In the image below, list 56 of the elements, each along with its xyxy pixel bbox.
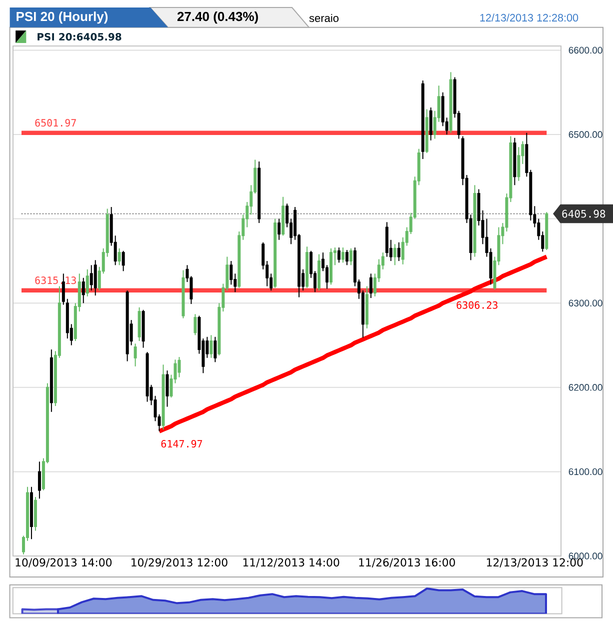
candlestick	[365, 286, 368, 329]
candlestick	[122, 250, 125, 272]
legend-label: PSI 20:6405.98	[38, 33, 122, 41]
x-tick-label: 10/29/2013 12:00	[132, 558, 228, 568]
chart-subtitle: 27.40 (0.43%)	[177, 12, 258, 24]
candlestick	[429, 107, 432, 141]
x-tick-label: 11/26/2013 16:00	[359, 558, 455, 568]
candlestick	[134, 343, 137, 367]
x-tick-label: 12/13/2013 12:00	[486, 558, 583, 568]
candlestick	[182, 270, 185, 319]
candlestick	[30, 486, 33, 540]
candlestick	[369, 273, 372, 299]
annotation: 6147.97	[161, 440, 202, 448]
candlestick	[397, 242, 400, 262]
candlestick	[210, 334, 213, 358]
candlestick	[166, 370, 169, 408]
candlestick	[214, 336, 217, 363]
y-tick-label: 6500.00	[568, 131, 602, 138]
candlestick	[349, 248, 352, 266]
candlestick	[318, 254, 321, 291]
candlestick	[94, 260, 97, 296]
candlestick	[345, 250, 348, 266]
candlestick	[162, 364, 165, 430]
x-tick-label: 11/12/2013 14:00	[243, 558, 340, 568]
candlestick	[341, 246, 344, 264]
candlestick	[282, 196, 285, 236]
candlestick	[194, 314, 197, 336]
y-tick-label: 6300.00	[568, 300, 602, 306]
text: seraio	[309, 14, 339, 22]
candlestick	[393, 244, 396, 266]
chart-title: PSI 20 (Hourly)	[16, 12, 108, 24]
annotation: 6306.23	[456, 301, 498, 309]
candlestick	[34, 496, 37, 532]
candlestick	[337, 246, 340, 264]
candlestick	[513, 137, 516, 186]
candlestick	[38, 461, 41, 500]
text: 12/13/2013 12:28:00	[480, 14, 578, 22]
candlestick	[86, 268, 89, 297]
candlestick	[118, 248, 121, 266]
candlestick	[82, 277, 85, 304]
y-tick-label: 6000.00	[568, 552, 602, 560]
candlestick	[138, 306, 141, 342]
candlestick	[142, 309, 145, 348]
candlestick	[449, 72, 452, 134]
y-tick-label: 6100.00	[568, 468, 602, 476]
x-tick-label: 10/09/2013 14:00	[16, 558, 112, 568]
candlestick	[258, 160, 261, 224]
y-tick-label: 6600.00	[568, 46, 602, 54]
line-series	[157, 254, 549, 434]
candlestick	[385, 222, 388, 258]
y-tick-label: 6200.00	[568, 384, 602, 391]
ref-line-label: 6405.98	[562, 210, 606, 218]
ref-line-label: 6501.97	[35, 119, 76, 127]
candlestick	[50, 348, 53, 412]
candlestick	[425, 108, 428, 154]
candlestick	[278, 218, 281, 240]
